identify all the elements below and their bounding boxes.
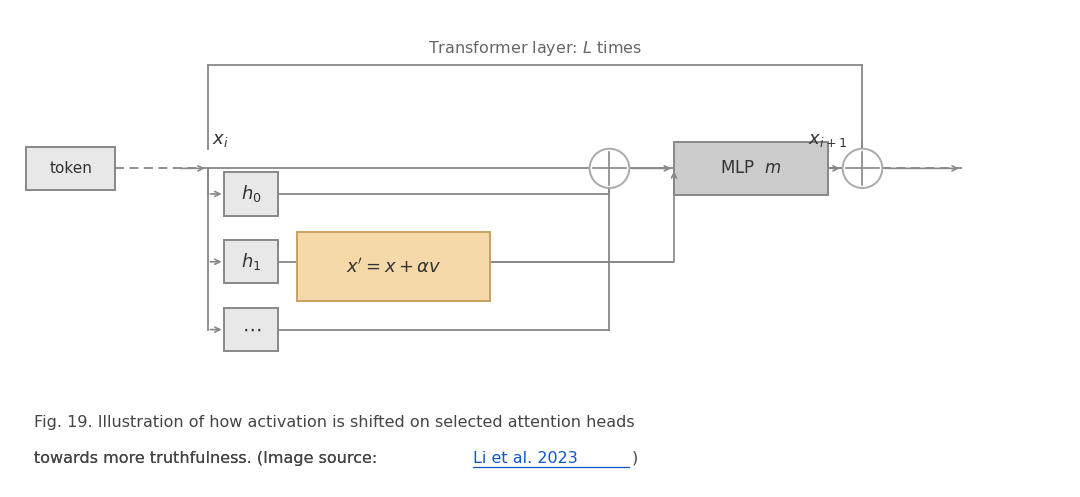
Text: $h_0$: $h_0$ [241,183,261,204]
FancyBboxPatch shape [26,147,116,190]
Text: $x_{i+1}$: $x_{i+1}$ [808,131,847,149]
Text: Li et al. 2023: Li et al. 2023 [473,451,578,466]
Text: ): ) [632,451,637,466]
FancyBboxPatch shape [225,172,278,216]
Circle shape [842,149,882,188]
Text: $h_1$: $h_1$ [241,251,261,272]
FancyBboxPatch shape [297,232,490,301]
FancyBboxPatch shape [225,308,278,351]
Circle shape [590,149,630,188]
FancyBboxPatch shape [225,240,278,283]
Text: MLP  $m$: MLP $m$ [720,160,782,177]
Text: Fig. 19. Illustration of how activation is shifted on selected attention heads: Fig. 19. Illustration of how activation … [33,414,635,429]
Text: Transformer layer: $L$ times: Transformer layer: $L$ times [428,39,642,58]
Text: towards more truthfulness. (Image source:: towards more truthfulness. (Image source… [33,451,382,466]
Text: $\cdots$: $\cdots$ [242,320,261,339]
Text: $x_i$: $x_i$ [212,131,228,149]
Text: $x^{\prime} = x + \alpha v$: $x^{\prime} = x + \alpha v$ [346,257,442,276]
FancyBboxPatch shape [674,142,827,195]
Text: token: token [50,161,92,176]
Text: towards more truthfulness. (Image source:: towards more truthfulness. (Image source… [33,451,382,466]
